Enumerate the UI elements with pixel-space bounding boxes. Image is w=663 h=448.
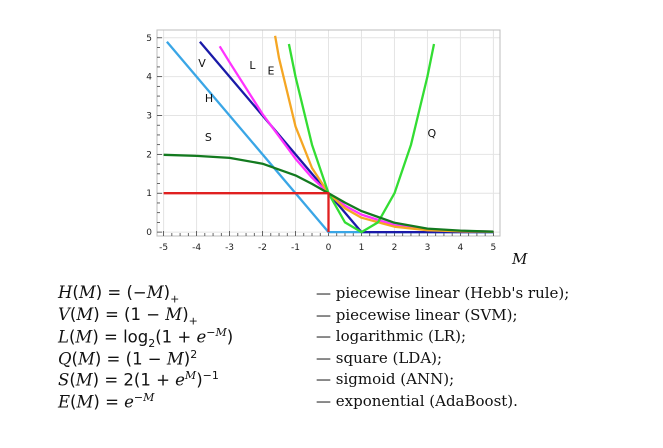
formula-s: S(M) = 2(1 + eM)−1 <box>58 369 219 390</box>
series-layer <box>163 35 494 234</box>
series-line-q <box>287 43 436 234</box>
curve-label-v: V <box>198 57 206 70</box>
x-tick-label: -4 <box>192 243 201 253</box>
x-tick-label: -2 <box>258 243 267 253</box>
series-line-threshold <box>163 192 330 233</box>
x-tick-label: 4 <box>458 243 464 253</box>
formula-l: L(M) = log2(1 + e−M) <box>58 326 234 350</box>
curve-label-s: S <box>205 131 212 144</box>
curve-label-q: Q <box>427 127 436 140</box>
description-s: — sigmoid (ANN); <box>316 370 455 389</box>
x-tick-label: -5 <box>159 243 168 253</box>
description-q: — square (LDA); <box>316 348 443 367</box>
x-tick-label: -1 <box>291 243 300 253</box>
curve-label-l: L <box>249 59 256 72</box>
y-tick-label: 4 <box>146 73 152 83</box>
formula-e: E(M) = e−M <box>58 390 155 412</box>
formula-h: H(M) = (−M)+ <box>58 283 180 306</box>
description-l: — logarithmic (LR); <box>316 327 466 346</box>
y-tick-label: 5 <box>146 34 152 44</box>
x-axis-label: M <box>511 250 528 268</box>
axes: 0 1 2 3 4 5 -5 -4 -3 -2 -1 0 1 2 3 4 5 <box>146 29 501 253</box>
y-tick-label: 0 <box>146 228 152 238</box>
description-h: — piecewise linear (Hebb's rule); <box>316 284 570 302</box>
x-tick-label: 0 <box>326 243 332 253</box>
formula-v: V(M) = (1 − M)+ <box>58 304 198 327</box>
y-tick-label: 1 <box>146 189 152 199</box>
y-tick-label: 3 <box>146 112 152 122</box>
series-line-l <box>218 45 494 233</box>
x-tick-label: 5 <box>491 243 497 253</box>
series-line-h <box>166 40 494 234</box>
formula-q: Q(M) = (1 − M)2 <box>58 347 198 369</box>
description-e: — exponential (AdaBoost). <box>316 391 518 410</box>
curve-label-e: E <box>267 65 274 78</box>
curve-label-h: H <box>205 92 213 105</box>
y-tick-label: 2 <box>146 150 152 160</box>
curve-labels: V L E H S Q <box>198 57 436 144</box>
x-tick-label: -3 <box>225 243 234 253</box>
description-v: — piecewise linear (SVM); <box>316 305 518 324</box>
loss-functions-chart: 0 1 2 3 4 5 -5 -4 -3 -2 -1 0 1 2 3 4 5 V L E H S Q M <box>146 29 528 268</box>
x-tick-label: 1 <box>359 243 365 253</box>
x-tick-label: 3 <box>425 243 431 253</box>
series-line-e <box>273 35 494 233</box>
x-tick-label: 2 <box>392 243 398 253</box>
